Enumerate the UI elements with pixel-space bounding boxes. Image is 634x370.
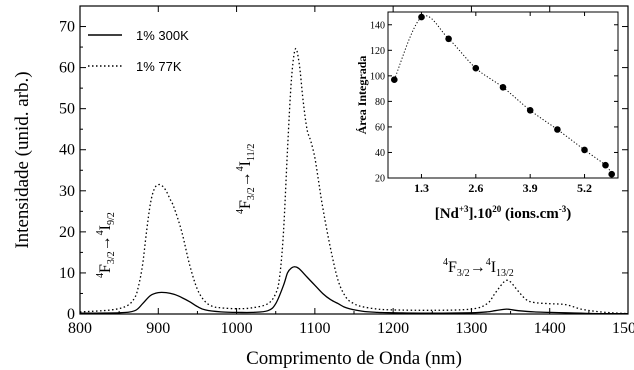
inset-y-tick-label: 80: [375, 97, 385, 108]
series-line-1: [79, 47, 629, 315]
inset-data-point-3: [472, 64, 480, 72]
inset-x-axis-label: [Nd+3].1020 (ions.cm-3): [435, 204, 572, 222]
inset-series-group: [391, 13, 615, 178]
x-tick-label: 1200: [377, 320, 409, 337]
inset-y-tick-label: 60: [375, 122, 385, 133]
inset-data-point-7: [581, 146, 588, 154]
inset-plot-frame: [387, 11, 619, 179]
main-series-group: [79, 47, 629, 315]
series-line-0: [79, 266, 629, 315]
inset-y-axis-label: Área Integrada: [355, 56, 369, 135]
y-tick-label: 20: [59, 224, 75, 241]
y-axis-label: Intensidade (unid. arb.): [12, 71, 33, 248]
inset-data-point-6: [554, 126, 561, 133]
inset-data-point-4: [499, 84, 507, 91]
annotation-9-2: 4F3/2→4I9/2: [95, 212, 117, 278]
inset-y-tick-label: 20: [375, 174, 385, 185]
inset-y-tick-label: 100: [370, 71, 385, 82]
annotation-13-2-text: 4F3/2→4I13/2: [443, 257, 514, 279]
legend: 1% 300K 1% 77K: [88, 28, 189, 74]
x-tick-label: 800: [68, 320, 92, 337]
x-tick-label: 900: [146, 320, 170, 337]
y-tick-label: 60: [59, 60, 75, 77]
inset-fit-line: [393, 15, 613, 175]
inset-x-tick-label: 5.2: [577, 181, 592, 195]
y-tick-label: 50: [59, 101, 75, 118]
x-axis-label: Comprimento de Onda (nm): [246, 348, 462, 369]
x-tick-label: 1100: [299, 320, 330, 337]
x-tick-label: 1000: [221, 320, 253, 337]
legend-label-77k: 1% 77K: [136, 59, 182, 74]
annotation-11-2-text: 4F3/2→4I11/2: [235, 144, 257, 214]
inset-data-point-8: [602, 161, 609, 169]
x-tick-label: 1300: [455, 320, 487, 337]
annotation-9-2-text: 4F3/2→4I9/2: [95, 212, 117, 278]
annotation-13-2: 4F3/2→4I13/2: [443, 257, 514, 279]
inset-data-point-2: [445, 35, 452, 43]
inset-x-tick-label: 1.3: [414, 181, 429, 195]
annotation-11-2: 4F3/2→4I11/2: [235, 144, 257, 214]
inset-axis-ticks: 1.3 2.6 3.9 5.2 20 40 60 80 100 120 140: [370, 12, 618, 195]
inset-data-point-1: [418, 13, 425, 21]
y-tick-label: 0: [67, 306, 75, 323]
y-tick-label: 70: [59, 19, 75, 36]
inset-data-point-0: [391, 76, 398, 83]
y-tick-label: 30: [59, 183, 75, 200]
inset-data-point-5: [526, 107, 534, 114]
legend-label-300k: 1% 300K: [136, 28, 189, 43]
x-tick-label: 1400: [534, 320, 566, 337]
inset-chart: 1.3 2.6 3.9 5.2 20 40 60 80 100 120 140 Área Integ…: [355, 11, 619, 222]
inset-y-tick-label: 120: [370, 46, 385, 57]
y-tick-label: 10: [59, 265, 75, 282]
y-tick-label: 40: [59, 142, 75, 159]
inset-x-tick-label: 2.6: [468, 181, 483, 195]
inset-y-tick-label: 40: [375, 148, 385, 159]
inset-x-tick-label: 3.9: [523, 181, 538, 195]
inset-y-tick-label: 140: [370, 20, 385, 31]
inset-data-point-9: [608, 170, 615, 178]
